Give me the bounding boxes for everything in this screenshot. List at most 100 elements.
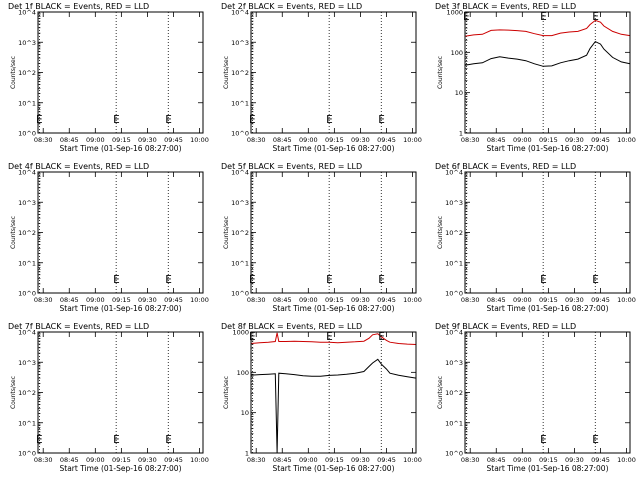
x-tick-label: 09:45 — [164, 136, 183, 144]
x-tick-label: 09:30 — [351, 456, 370, 464]
x-tick-label: 09:30 — [138, 456, 157, 464]
e-marker: E — [165, 433, 172, 446]
x-axis-label: Start Time (01-Sep-16 08:27:00) — [60, 144, 182, 153]
series-events — [464, 40, 630, 67]
plot-frame — [250, 331, 417, 454]
chart-title: Det 2f BLACK = Events, RED = LLD — [221, 2, 362, 11]
plot-frame — [464, 331, 631, 454]
e-marker: E — [326, 273, 333, 286]
e-marker: E — [379, 273, 386, 286]
x-axis-label: Start Time (01-Sep-16 08:27:00) — [60, 464, 182, 473]
plot-frame — [250, 171, 417, 294]
y-tick-label: 10^3 — [18, 39, 36, 47]
y-axis-label: Counts/sec — [223, 216, 230, 249]
x-tick-label: 09:00 — [299, 456, 318, 464]
series-events — [251, 358, 417, 454]
x-tick-label: 08:30 — [460, 456, 479, 464]
y-tick-label: 10^1 — [18, 259, 36, 267]
x-tick-label: 09:15 — [539, 136, 558, 144]
y-tick-label: 10^2 — [18, 229, 36, 237]
e-marker: E — [36, 433, 43, 446]
y-tick-label: 10^4 — [231, 9, 249, 17]
chart-svg-9f: Det 9f BLACK = Events, RED = LLD E E 10^0 10… — [435, 322, 636, 473]
x-tick-label: 10:00 — [190, 456, 209, 464]
x-tick-label: 08:30 — [460, 136, 479, 144]
y-axis-label: Counts/sec — [10, 216, 17, 249]
y-axis-label: Counts/sec — [223, 376, 230, 409]
x-tick-label: 09:30 — [138, 296, 157, 304]
plot-frame — [37, 331, 204, 454]
x-tick-label: 09:30 — [565, 136, 584, 144]
y-tick-label: 10^0 — [445, 450, 463, 458]
e-marker: E — [249, 113, 256, 126]
y-tick-label: 10^4 — [18, 9, 36, 17]
x-tick-label: 09:00 — [86, 456, 105, 464]
x-axis-label: Start Time (01-Sep-16 08:27:00) — [273, 304, 395, 313]
y-tick-label: 10^3 — [231, 199, 249, 207]
y-axis-label: Counts/sec — [10, 56, 17, 89]
y-tick-label: 10^2 — [231, 229, 249, 237]
y-tick-label: 10^4 — [445, 169, 463, 177]
y-tick-label: 10^0 — [18, 450, 36, 458]
e-marker: E — [249, 273, 256, 286]
x-tick-label: 10:00 — [617, 136, 636, 144]
e-marker: E — [165, 113, 172, 126]
x-tick-label: 09:15 — [325, 456, 344, 464]
y-axis-label: Counts/sec — [10, 376, 17, 409]
x-tick-label: 10:00 — [617, 456, 636, 464]
detector-panel-4f: Det 4f BLACK = Events, RED = LLD E E 10^0 10… — [0, 160, 213, 320]
e-marker: E — [540, 433, 547, 446]
e-marker: E — [592, 273, 599, 286]
x-tick-label: 09:15 — [325, 136, 344, 144]
x-tick-label: 09:15 — [112, 296, 131, 304]
y-tick-label: 10 — [241, 409, 249, 417]
x-tick-label: 08:30 — [460, 296, 479, 304]
y-tick-label: 10^3 — [18, 359, 36, 367]
x-tick-label: 08:45 — [60, 456, 79, 464]
y-tick-label: 1000 — [233, 329, 250, 337]
x-tick-label: 09:00 — [513, 296, 532, 304]
e-marker: E — [592, 10, 599, 23]
y-tick-label: 10^0 — [18, 290, 36, 298]
plot-frame — [464, 171, 631, 294]
y-tick-label: 10^2 — [18, 69, 36, 77]
x-tick-label: 09:15 — [539, 456, 558, 464]
x-tick-label: 09:30 — [351, 136, 370, 144]
y-tick-label: 10^0 — [445, 290, 463, 298]
e-marker: E — [379, 113, 386, 126]
y-tick-label: 1000 — [446, 9, 463, 17]
series-lld — [251, 332, 417, 345]
x-tick-label: 09:00 — [513, 456, 532, 464]
e-marker: E — [463, 10, 470, 23]
y-tick-label: 100 — [450, 49, 462, 57]
e-marker: E — [326, 113, 333, 126]
x-tick-label: 09:45 — [377, 296, 396, 304]
plot-frame — [37, 171, 204, 294]
y-tick-label: 100 — [237, 369, 249, 377]
e-marker: E — [379, 330, 386, 343]
y-axis-label: Counts/sec — [437, 216, 444, 249]
chart-svg-6f: Det 6f BLACK = Events, RED = LLD E E 10^0 10… — [435, 162, 636, 313]
y-tick-label: 10^4 — [18, 329, 36, 337]
e-marker: E — [592, 433, 599, 446]
detector-panel-5f: Det 5f BLACK = Events, RED = LLD E E E 10^0 1… — [213, 160, 426, 320]
x-tick-label: 08:30 — [247, 136, 266, 144]
x-tick-label: 08:45 — [60, 136, 79, 144]
x-tick-label: 09:45 — [164, 296, 183, 304]
y-tick-label: 10^1 — [445, 259, 463, 267]
chart-title: Det 6f BLACK = Events, RED = LLD — [435, 162, 576, 171]
x-tick-label: 08:45 — [487, 296, 506, 304]
detector-panel-1f: Det 1f BLACK = Events, RED = LLD E E E 10^0 1… — [0, 0, 213, 160]
y-tick-label: 10^2 — [231, 69, 249, 77]
chart-title: Det 4f BLACK = Events, RED = LLD — [8, 162, 149, 171]
y-tick-label: 10^1 — [231, 259, 249, 267]
x-axis-label: Start Time (01-Sep-16 08:27:00) — [60, 304, 182, 313]
y-tick-label: 10 — [454, 89, 462, 97]
x-tick-label: 09:30 — [565, 296, 584, 304]
x-tick-label: 08:45 — [273, 136, 292, 144]
x-tick-label: 09:30 — [138, 136, 157, 144]
e-marker: E — [36, 113, 43, 126]
